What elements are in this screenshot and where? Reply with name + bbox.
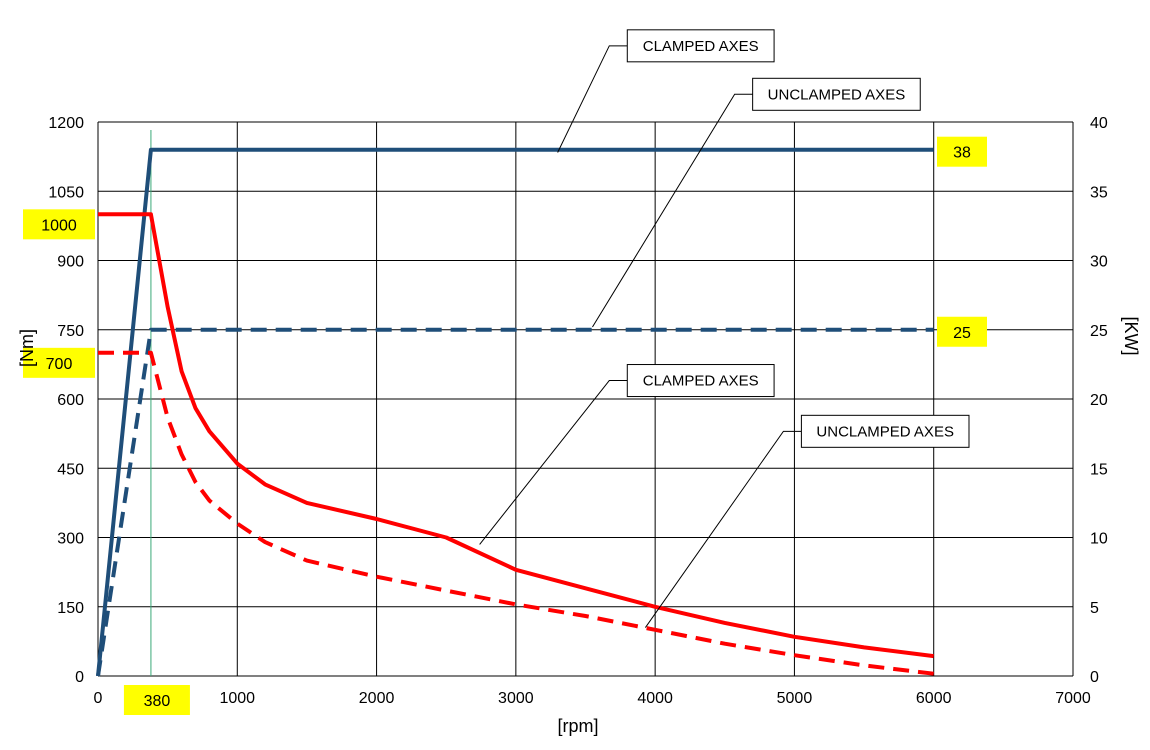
left-y-tick-label: 600 [57,392,84,409]
value-badge-1000: 1000 [23,209,95,240]
annotation-1: CLAMPED AXES [626,29,775,63]
x-tick-label: 0 [94,690,103,707]
value-badge-1000-text: 1000 [41,217,77,234]
annotation-label: UNCLAMPED AXES [768,86,906,103]
x-tick-label: 6000 [916,690,952,707]
torque-dashed-line [98,350,934,676]
annotation-box [626,364,775,398]
left-y-tick-label: 0 [75,669,84,686]
right-y-tick-label: 30 [1090,254,1108,271]
annotation-leader-line [644,430,802,628]
value-badge-1000-bg [23,209,95,240]
left-y-tick-label: 1200 [48,115,84,132]
annotation-2: UNCLAMPED AXES [752,77,921,111]
value-badge-700: 700 [23,347,95,378]
x-axis-title: [rpm] [557,716,598,736]
right-y-tick-label: 15 [1090,461,1108,478]
annotation-3: CLAMPED AXES [626,364,775,398]
right-y-tick-label: 10 [1090,531,1108,548]
left-y-tick-label: 450 [57,461,84,478]
right-y-tick-label: 5 [1090,600,1099,617]
value-badges: 1000 700 38 25 380 [23,136,987,715]
value-badge-380: 380 [123,685,190,715]
annotation-box [800,414,970,448]
annotation-leader-line [557,45,628,153]
value-badge-38: 38 [937,136,987,167]
left-y-tick-label: 1050 [48,184,84,201]
annotation-label: CLAMPED AXES [643,38,759,55]
x-tick-label: 4000 [637,690,673,707]
value-badge-25-bg [937,316,987,347]
annotation-leader-line [479,380,628,545]
x-tick-label: 5000 [777,690,813,707]
right-y-tick-label: 35 [1090,184,1108,201]
power-solid-line [96,147,934,677]
left-y-tick-label: 750 [57,323,84,340]
value-badge-25: 25 [937,316,987,347]
grid-lines [97,121,1074,677]
annotation-leader-line [592,93,753,328]
annotation-label: CLAMPED AXES [643,373,759,390]
value-badge-25-text: 25 [953,325,971,342]
annotation-label: UNCLAMPED AXES [816,423,954,440]
value-badge-380-bg [123,685,190,715]
x-tick-label: 7000 [1055,690,1091,707]
annotation-box [752,77,921,111]
left-axis-title: [Nm] [17,329,37,367]
value-badge-700-bg [23,347,95,378]
annotation-boxes: CLAMPED AXES UNCLAMPED AXES CLAMPED AXES UN… [626,29,970,448]
right-axis-title: [KW] [1121,317,1141,356]
power-dashed-line [96,327,934,677]
left-y-tick-label: 300 [57,531,84,548]
axes: 0 1000 2000 3000 4000 5000 6000 700001503004506… [48,115,1107,707]
right-y-tick-label: 20 [1090,392,1108,409]
right-y-tick-label: 25 [1090,323,1108,340]
series-lines [96,147,934,677]
x-tick-label: 1000 [219,690,255,707]
right-y-tick-label: 40 [1090,115,1108,132]
value-badge-380-text: 380 [144,693,171,710]
left-y-tick-label: 900 [57,254,84,271]
value-badge-700-text: 700 [46,356,73,373]
value-badge-38-text: 38 [953,145,971,162]
x-tick-label: 3000 [498,690,534,707]
annotation-box [626,29,775,63]
left-y-tick-label: 150 [57,600,84,617]
annotation-leaders [479,45,802,628]
annotation-4: UNCLAMPED AXES [800,414,970,448]
right-y-tick-label: 0 [1090,669,1099,686]
x-tick-label: 2000 [359,690,395,707]
torque-solid-line [98,212,934,659]
value-badge-38-bg [937,136,987,167]
